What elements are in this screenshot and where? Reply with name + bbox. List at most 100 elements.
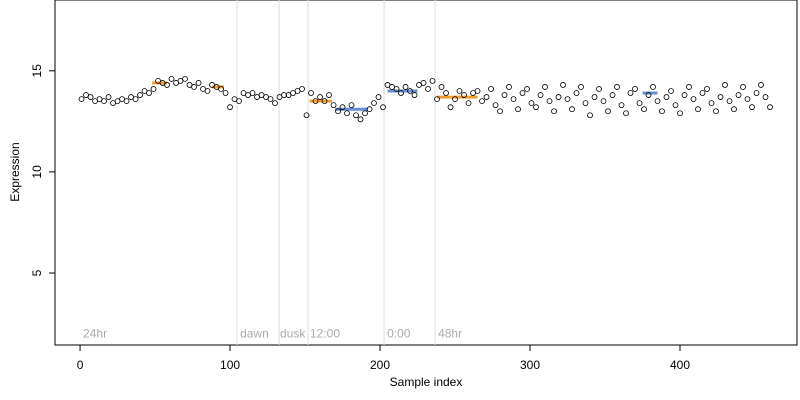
point bbox=[560, 82, 566, 88]
point bbox=[726, 98, 733, 105]
point bbox=[506, 84, 512, 90]
point bbox=[627, 90, 634, 96]
point bbox=[551, 108, 557, 115]
y-tick-label: 10 bbox=[30, 165, 44, 179]
point bbox=[146, 90, 152, 96]
point bbox=[749, 104, 755, 111]
point bbox=[299, 86, 305, 92]
point bbox=[573, 90, 580, 96]
point bbox=[645, 92, 652, 98]
point bbox=[87, 94, 94, 100]
point bbox=[515, 106, 521, 113]
point bbox=[182, 75, 188, 82]
point bbox=[344, 110, 350, 117]
point bbox=[375, 94, 382, 100]
point bbox=[438, 84, 445, 90]
annotation: 0:00 bbox=[387, 327, 411, 341]
point bbox=[596, 86, 602, 92]
point bbox=[519, 90, 526, 96]
point bbox=[353, 112, 359, 119]
point bbox=[587, 112, 593, 119]
point bbox=[227, 104, 233, 111]
point bbox=[686, 84, 692, 90]
point bbox=[483, 94, 490, 100]
point bbox=[569, 106, 575, 113]
point bbox=[672, 102, 679, 109]
point bbox=[510, 96, 517, 102]
point bbox=[195, 80, 202, 86]
point bbox=[312, 98, 319, 105]
point bbox=[249, 90, 256, 96]
point bbox=[420, 80, 427, 86]
point bbox=[447, 104, 454, 111]
point bbox=[204, 88, 211, 94]
point bbox=[582, 100, 589, 107]
point bbox=[578, 84, 584, 90]
annotation: dusk bbox=[280, 327, 306, 341]
point bbox=[164, 82, 170, 88]
x-tick-label: 0 bbox=[77, 358, 84, 372]
annotation: dawn bbox=[240, 327, 269, 341]
point bbox=[452, 96, 458, 102]
point bbox=[321, 98, 328, 105]
point bbox=[564, 96, 571, 102]
point bbox=[641, 106, 647, 113]
point bbox=[533, 104, 539, 111]
point bbox=[317, 94, 323, 100]
point bbox=[335, 108, 341, 115]
point bbox=[722, 82, 728, 88]
point bbox=[731, 106, 737, 113]
point bbox=[168, 75, 175, 82]
point bbox=[668, 88, 674, 94]
point bbox=[281, 92, 287, 98]
point bbox=[650, 84, 656, 90]
point bbox=[393, 86, 400, 92]
point bbox=[380, 104, 386, 111]
point bbox=[600, 98, 607, 105]
point bbox=[708, 100, 715, 107]
point bbox=[605, 108, 611, 115]
point bbox=[366, 106, 373, 113]
point bbox=[488, 86, 494, 92]
point bbox=[123, 98, 130, 105]
point bbox=[681, 92, 688, 98]
point bbox=[654, 98, 661, 105]
point bbox=[434, 96, 440, 102]
point bbox=[546, 98, 553, 105]
point bbox=[303, 112, 310, 119]
point bbox=[330, 102, 337, 109]
point bbox=[735, 92, 742, 98]
point bbox=[542, 84, 548, 90]
point bbox=[236, 98, 242, 105]
point bbox=[632, 86, 638, 92]
y-tick-label: 15 bbox=[30, 64, 44, 78]
point bbox=[429, 77, 436, 84]
point bbox=[618, 102, 625, 109]
point bbox=[524, 86, 530, 92]
plot-frame bbox=[54, 0, 798, 346]
point bbox=[150, 86, 157, 92]
point bbox=[105, 94, 112, 100]
point bbox=[326, 92, 332, 98]
point bbox=[762, 94, 769, 100]
point bbox=[132, 96, 139, 102]
x-axis-label: Sample index bbox=[390, 375, 463, 389]
point bbox=[740, 84, 746, 90]
point bbox=[767, 104, 773, 111]
point bbox=[443, 90, 449, 96]
point bbox=[425, 86, 431, 92]
point bbox=[744, 96, 751, 102]
point bbox=[479, 98, 485, 105]
point bbox=[591, 94, 598, 100]
point bbox=[267, 96, 274, 102]
point bbox=[753, 90, 760, 96]
point bbox=[101, 98, 107, 105]
point bbox=[528, 100, 535, 107]
point bbox=[537, 92, 544, 98]
point bbox=[339, 104, 346, 111]
point bbox=[371, 100, 377, 107]
point bbox=[699, 90, 706, 96]
point bbox=[690, 96, 697, 102]
point bbox=[222, 90, 229, 96]
